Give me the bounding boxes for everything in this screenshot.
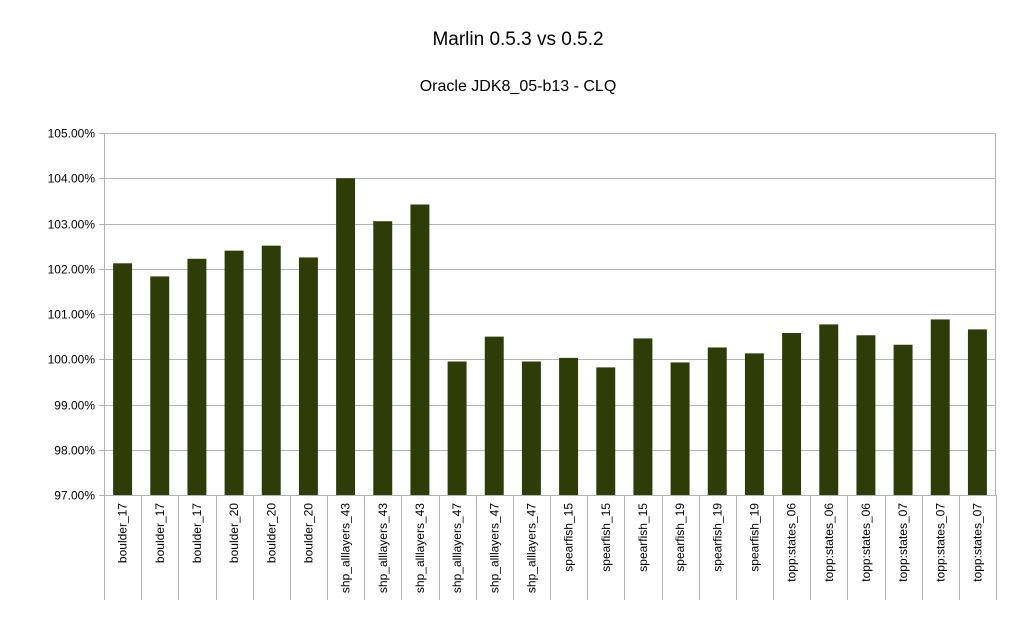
x-category-label: shp_alllayers_43 xyxy=(339,503,353,593)
bar xyxy=(559,357,579,495)
bar xyxy=(782,333,802,495)
chart-subtitle: Oracle JDK8_05-b13 - CLQ xyxy=(420,78,617,95)
bar xyxy=(744,353,764,495)
x-category-label: spearfish_15 xyxy=(562,503,576,572)
bar xyxy=(336,178,356,495)
x-category-label: boulder_17 xyxy=(116,503,130,563)
y-tick-label: 103.00% xyxy=(48,218,96,232)
y-tick-label: 104.00% xyxy=(48,172,96,186)
x-category-label: boulder_17 xyxy=(190,503,204,563)
y-tick-label: 98.00% xyxy=(54,444,95,458)
bars xyxy=(113,178,987,496)
x-category-label: shp_alllayers_47 xyxy=(487,503,501,593)
bar xyxy=(187,258,207,495)
bar xyxy=(484,336,504,495)
bar xyxy=(633,338,653,495)
bar xyxy=(521,361,541,495)
x-category-label: shp_alllayers_43 xyxy=(413,503,427,593)
x-category-label: topp:states_06 xyxy=(822,503,836,582)
y-tick-label: 102.00% xyxy=(48,263,96,277)
y-tick-label: 101.00% xyxy=(48,308,96,322)
bar xyxy=(298,257,318,495)
bar xyxy=(856,335,876,495)
x-category-label: topp:states_07 xyxy=(896,503,910,582)
x-category-label: boulder_17 xyxy=(153,503,167,563)
x-category-label: boulder_20 xyxy=(264,503,278,563)
bar xyxy=(893,344,913,495)
bar xyxy=(150,276,170,495)
x-category-label: boulder_20 xyxy=(227,503,241,563)
bar xyxy=(967,329,987,495)
x-category-label: topp:states_07 xyxy=(933,503,947,582)
x-category-label: topp:states_07 xyxy=(970,503,984,582)
x-category-label: spearfish_19 xyxy=(747,503,761,572)
y-tick-label: 105.00% xyxy=(48,127,96,141)
bar xyxy=(707,347,727,495)
x-category-label: shp_alllayers_43 xyxy=(376,503,390,593)
y-tick-labels: 97.00% 98.00% 99.00% 100.00% 101.00% 102.00% 1… xyxy=(48,127,96,503)
bar xyxy=(819,324,839,495)
x-category-label: topp:states_06 xyxy=(859,503,873,582)
x-category-label: topp:states_06 xyxy=(785,503,799,582)
y-tick-label: 100.00% xyxy=(48,353,96,367)
bar xyxy=(410,204,430,495)
x-category-label: spearfish_15 xyxy=(636,503,650,572)
x-category-label: shp_alllayers_47 xyxy=(524,503,538,593)
axes xyxy=(99,133,997,600)
bar xyxy=(447,361,467,495)
y-tick-label: 97.00% xyxy=(54,489,95,503)
bar xyxy=(113,263,133,495)
bar xyxy=(373,221,393,496)
bar xyxy=(224,250,244,495)
bar xyxy=(670,362,690,495)
bar xyxy=(930,319,950,495)
x-category-label: spearfish_19 xyxy=(673,503,687,572)
x-category-label: boulder_20 xyxy=(301,503,315,563)
y-tick-label: 99.00% xyxy=(54,399,95,413)
bar xyxy=(596,367,616,495)
bar xyxy=(261,245,281,495)
chart-title: Marlin 0.5.3 vs 0.5.2 xyxy=(432,29,603,50)
x-category-labels: boulder_17 boulder_17 boulder_17 boulder_20… xyxy=(116,503,985,593)
x-category-label: spearfish_19 xyxy=(710,503,724,572)
x-category-label: spearfish_15 xyxy=(599,503,613,572)
x-category-label: shp_alllayers_47 xyxy=(450,503,464,593)
